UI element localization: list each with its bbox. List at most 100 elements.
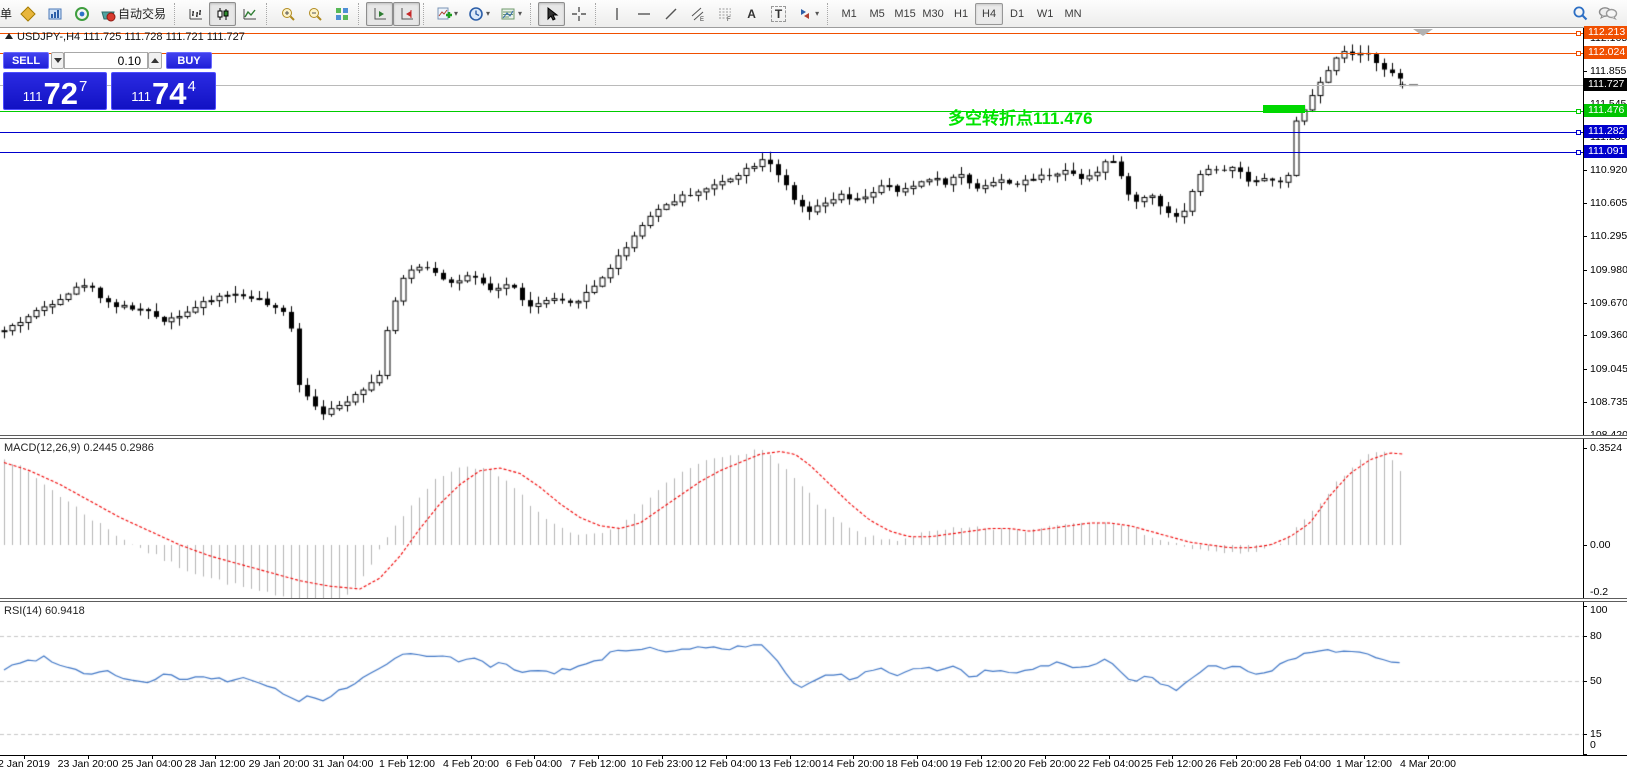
zoom-out-icon xyxy=(307,6,323,22)
timeframe-mn[interactable]: MN xyxy=(1064,7,1082,20)
timeframe-h1[interactable]: H1 xyxy=(954,7,969,20)
chat-button[interactable] xyxy=(1594,2,1621,26)
level-line-111.282[interactable] xyxy=(0,132,1583,133)
cursor-button[interactable] xyxy=(538,1,566,26)
volume-increase-button[interactable] xyxy=(148,52,162,69)
timeframe-m30[interactable]: M30 xyxy=(922,7,944,20)
time-tick xyxy=(981,755,982,759)
level-anchor[interactable] xyxy=(1576,51,1581,56)
new-order-partial-label[interactable]: 单 xyxy=(0,7,13,21)
trendline-button[interactable] xyxy=(657,2,684,26)
volume-decrease-button[interactable] xyxy=(51,52,64,69)
level-line-111.476[interactable] xyxy=(0,111,1583,112)
time-tick xyxy=(534,755,535,759)
vertical-line-button[interactable] xyxy=(603,2,630,26)
time-tick-label: 28 Feb 04:00 xyxy=(1269,758,1331,770)
auto-trading-icon xyxy=(100,6,116,22)
auto-trading-button[interactable]: 自动交易 xyxy=(95,2,171,26)
chart-shift-marker-icon[interactable] xyxy=(1413,29,1433,36)
time-tick-label: 14 Feb 20:00 xyxy=(822,758,884,770)
zoom-out-button[interactable] xyxy=(301,2,328,26)
line-chart-button[interactable] xyxy=(236,2,263,26)
axis-tick xyxy=(1583,203,1587,204)
rsi-pane-divider[interactable] xyxy=(0,598,1627,602)
text-tool-button[interactable]: A xyxy=(738,2,765,26)
green-highlight-rectangle[interactable] xyxy=(1263,105,1305,113)
time-tick-label: 18 Feb 04:00 xyxy=(886,758,948,770)
price-badge-111.727: 111.727 xyxy=(1584,78,1627,91)
crosshair-button[interactable] xyxy=(565,2,592,26)
timeframe-m1[interactable]: M1 xyxy=(841,7,857,20)
time-tick-label: 12 Feb 04:00 xyxy=(695,758,757,770)
level-anchor[interactable] xyxy=(1576,109,1581,114)
toolbar-separator xyxy=(423,2,428,25)
arrows-button[interactable]: ▾ xyxy=(792,2,824,26)
horizontal-line-button[interactable] xyxy=(630,2,657,26)
chart-shift-button[interactable] xyxy=(393,1,421,26)
dropdown-caret-icon: ▾ xyxy=(454,9,459,18)
level-anchor[interactable] xyxy=(1576,130,1581,135)
sell-price-panel[interactable]: 111 72 7 xyxy=(3,72,107,110)
macd-pane-divider[interactable] xyxy=(0,435,1627,439)
tile-windows-button[interactable] xyxy=(328,2,355,26)
timeframe-m15[interactable]: M15 xyxy=(894,7,916,20)
new-order-button[interactable] xyxy=(14,2,41,26)
buy-price-panel[interactable]: 111 74 4 xyxy=(111,72,216,110)
time-tick-label: 1 Mar 12:00 xyxy=(1335,758,1393,770)
axis-tick xyxy=(1583,734,1587,735)
level-anchor[interactable] xyxy=(1576,150,1581,155)
time-tick-label: 6 Feb 04:00 xyxy=(505,758,563,770)
toolbar-separator xyxy=(266,2,271,25)
price-badge-111.282: 111.282 xyxy=(1584,125,1627,138)
buy-button[interactable]: BUY xyxy=(166,52,212,69)
timeframe-m5[interactable]: M5 xyxy=(869,7,885,20)
pivot-annotation-text[interactable]: 多空转折点111.476 xyxy=(948,109,1093,128)
candlestick-chart-button[interactable] xyxy=(209,1,237,26)
time-tick xyxy=(917,755,918,759)
level-line-112.024[interactable] xyxy=(0,53,1583,54)
data-window-button[interactable] xyxy=(68,2,95,26)
chart-title: USDJPY-,H4 111.725 111.728 111.721 111.7… xyxy=(5,31,245,43)
sell-button[interactable]: SELL xyxy=(3,52,49,69)
time-tick-label: 23 Jan 20:00 xyxy=(57,758,119,770)
chart-window-icon xyxy=(5,33,13,39)
equidistant-channel-button[interactable]: E xyxy=(684,2,711,26)
timeframe-d1[interactable]: D1 xyxy=(1010,7,1025,20)
time-tick-label: 4 Feb 20:00 xyxy=(442,758,500,770)
timeframe-w1[interactable]: W1 xyxy=(1036,7,1054,20)
bar-chart-button[interactable] xyxy=(182,2,209,26)
level-line-112.213[interactable] xyxy=(0,33,1583,34)
search-button[interactable] xyxy=(1567,2,1594,26)
auto-scroll-button[interactable] xyxy=(366,1,394,26)
axis-tick xyxy=(1583,270,1587,271)
time-tick-label: 22 Feb 04:00 xyxy=(1078,758,1140,770)
toolbar: 单 自动交易 xyxy=(0,0,1627,28)
search-icon xyxy=(1572,5,1589,22)
level-line-111.727[interactable] xyxy=(0,85,1583,86)
navigator-button[interactable] xyxy=(41,2,68,26)
zoom-in-button[interactable] xyxy=(274,2,301,26)
macd-pane-canvas[interactable] xyxy=(0,439,1583,599)
text-label-button[interactable]: T xyxy=(765,2,792,26)
price-badge-112.213: 112.213 xyxy=(1584,26,1627,39)
time-tick xyxy=(24,755,25,759)
time-tick-label: 25 Feb 12:00 xyxy=(1141,758,1203,770)
volume-input[interactable] xyxy=(64,52,148,69)
axis-tick-label: 50 xyxy=(1590,675,1602,687)
level-line-111.091[interactable] xyxy=(0,152,1583,153)
indicators-button[interactable]: ▾ xyxy=(431,2,463,26)
auto-trading-label: 自动交易 xyxy=(118,7,167,21)
fibonacci-button[interactable]: F xyxy=(711,2,738,26)
timeframe-h4[interactable]: H4 xyxy=(975,2,1004,25)
rsi-pane-canvas[interactable] xyxy=(0,603,1583,755)
periods-button[interactable]: ▾ xyxy=(463,2,495,26)
time-tick-label: 19 Feb 12:00 xyxy=(950,758,1012,770)
toolbar-separator xyxy=(174,2,179,25)
main-chart-canvas[interactable] xyxy=(0,28,1583,436)
axis-tick xyxy=(1583,606,1587,607)
time-tick xyxy=(279,755,280,759)
price-badge-111.476: 111.476 xyxy=(1584,104,1627,117)
level-anchor[interactable] xyxy=(1576,31,1581,36)
templates-button[interactable]: ▾ xyxy=(495,2,527,26)
